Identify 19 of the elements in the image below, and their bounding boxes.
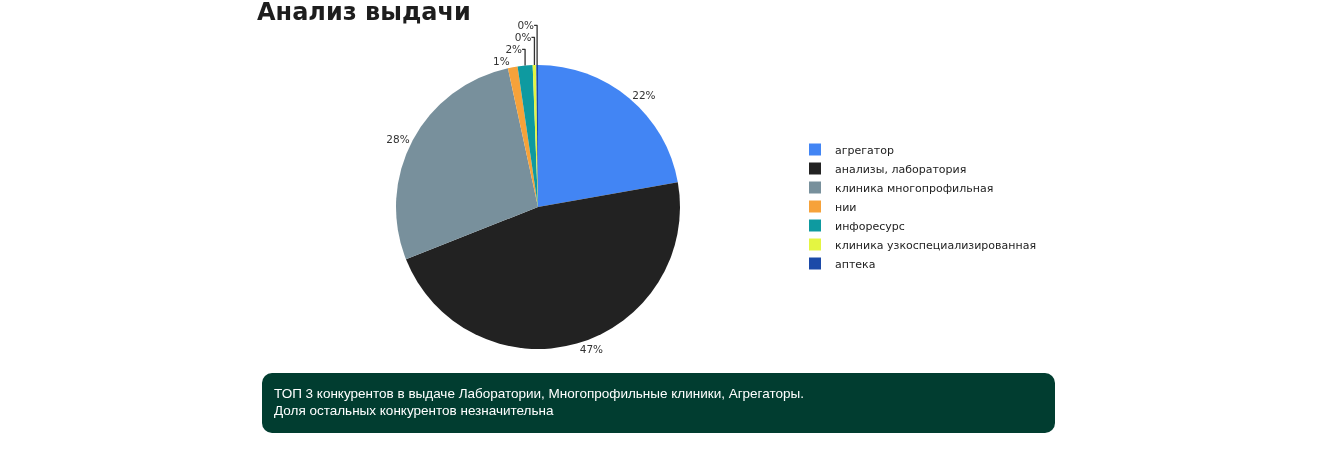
legend-label: нии [835,200,857,214]
data-label: 2% [505,43,523,56]
data-label: 28% [386,132,410,145]
legend-label: клиника многопрофильная [835,181,994,195]
legend-label: агрегатор [835,143,894,157]
pie-slice [507,66,538,207]
chart-title: Анализ выдачи [257,0,471,26]
pie-slice [538,65,678,207]
legend-label: клиника узкоспециализированная [835,238,1037,252]
legend-label: аптека [835,257,876,271]
data-label: 1% [493,55,510,68]
data-label: 0% [514,31,532,44]
callout-box: ТОП 3 конкурентов в выдаче Лаборатории, Многопрофильные клиники, Агрегаторы. Доля остальных конкурентов незначительна [262,373,1055,433]
pie-slice [517,65,538,207]
data-label: 0% [517,19,535,32]
data-label: 22% [632,88,656,101]
data-label: 47% [579,343,604,356]
legend-label: анализы, лаборатория [835,162,967,176]
legend-label: инфоресурс [835,219,905,233]
